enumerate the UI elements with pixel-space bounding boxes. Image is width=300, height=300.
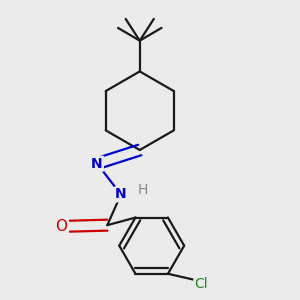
Text: Cl: Cl [194,277,208,291]
Text: N: N [91,157,103,171]
Text: H: H [137,183,148,197]
Text: O: O [55,219,67,234]
Text: N: N [115,188,127,201]
